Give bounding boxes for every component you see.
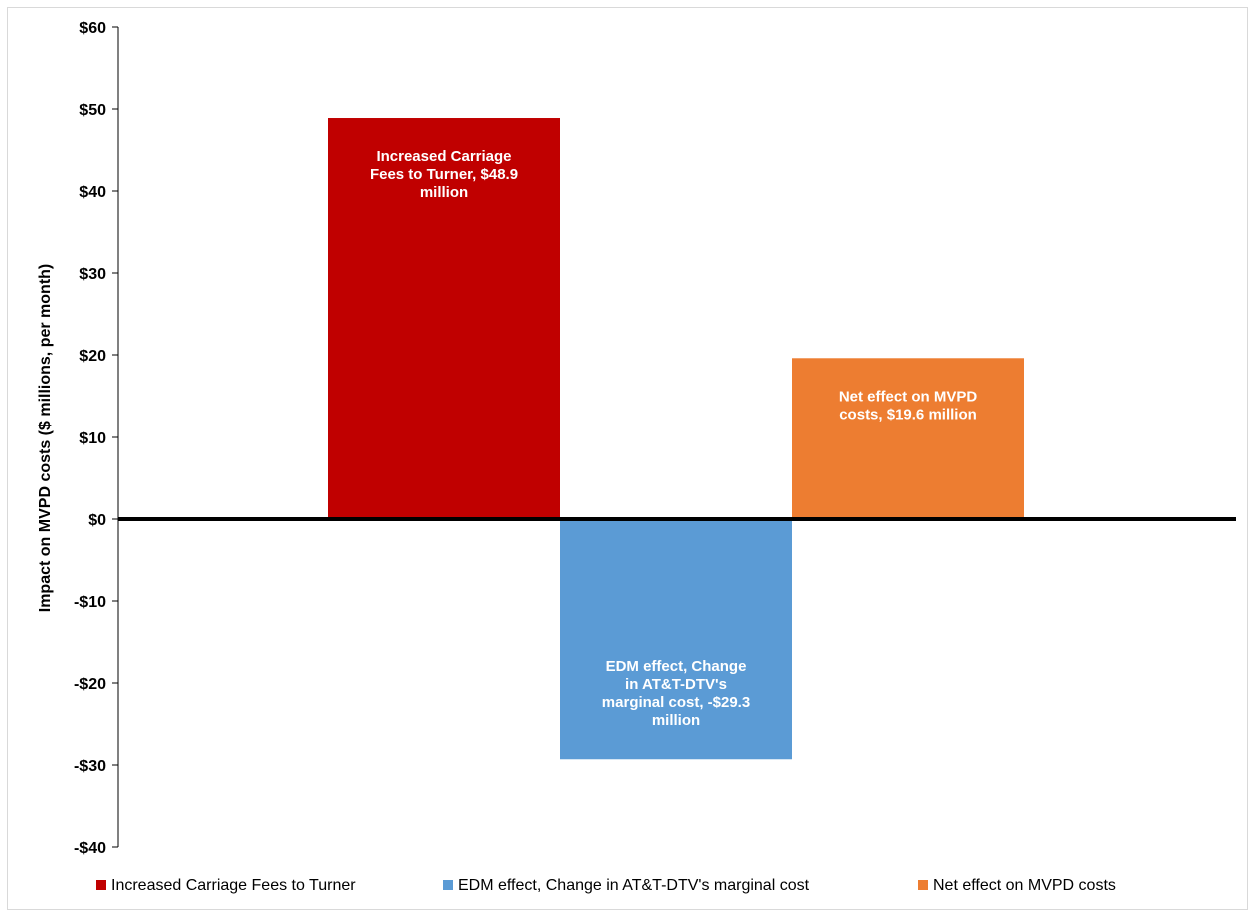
bar-data-label-line: million — [652, 712, 700, 729]
y-tick-label: $40 — [79, 184, 106, 201]
legend-swatch — [96, 880, 106, 890]
bar-data-label-line: Fees to Turner, $48.9 — [370, 166, 518, 183]
y-tick-label: $50 — [79, 102, 106, 119]
y-tick-label: $60 — [79, 20, 106, 37]
y-tick-label: -$10 — [74, 594, 106, 611]
legend-swatch — [443, 880, 453, 890]
bar-data-label-line: EDM effect, Change — [606, 658, 747, 675]
legend-swatch — [918, 880, 928, 890]
bar-data-label-line: marginal cost, -$29.3 — [602, 694, 750, 711]
bar — [328, 118, 560, 520]
bar-data-label: Increased Carriage Fees to Turner, $48.9 m… — [370, 148, 518, 201]
y-tick-label: -$40 — [74, 840, 106, 857]
bar — [560, 519, 792, 760]
y-tick-label: $20 — [79, 348, 106, 365]
y-tick-label: $30 — [79, 266, 106, 283]
y-tick-label: $0 — [88, 512, 106, 529]
bar-data-label: EDM effect, Change in AT&T-DTV's marginal … — [602, 658, 750, 729]
bar-data-label-line: costs, $19.6 million — [839, 406, 977, 423]
legend: Increased Carriage Fees to Turner EDM eff… — [96, 877, 1116, 894]
chart-frame — [7, 7, 1248, 910]
legend-label: Increased Carriage Fees to Turner — [111, 877, 356, 894]
y-tick-label: -$30 — [74, 758, 106, 775]
bar-data-label: Net effect on MVPD costs, $19.6 million — [839, 388, 978, 423]
bar-data-label-line: Net effect on MVPD — [839, 388, 978, 405]
legend-label: Net effect on MVPD costs — [933, 877, 1116, 894]
legend-label: EDM effect, Change in AT&T-DTV's margina… — [458, 877, 810, 894]
bars — [328, 118, 1024, 760]
bar — [792, 358, 1024, 519]
y-axis-title: Impact on MVPD costs ($ millions, per mo… — [37, 264, 54, 612]
bar-data-labels: Increased Carriage Fees to Turner, $48.9 m… — [370, 148, 977, 729]
bar-data-label-line: million — [420, 184, 468, 201]
bar-data-label-line: Increased Carriage — [376, 148, 511, 165]
y-axis: $60 $50 $40 $30 $20 $10 $0 -$10 -$20 -$30 -$40 — [74, 20, 119, 857]
y-tick-label: $10 — [79, 430, 106, 447]
bar-data-label-line: in AT&T-DTV's — [625, 676, 727, 693]
y-tick-label: -$20 — [74, 676, 106, 693]
